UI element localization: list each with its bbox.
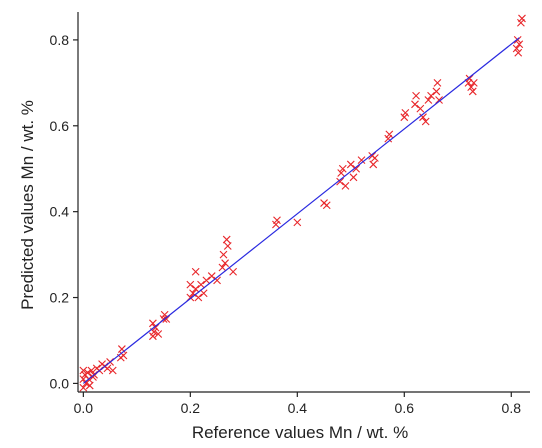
data-points (79, 14, 526, 392)
y-tick-label: 0.2 (50, 290, 70, 306)
data-point (512, 44, 521, 53)
x-tick-label: 0.0 (74, 400, 94, 416)
data-point (513, 36, 522, 44)
y-tick-label: 0.0 (50, 375, 70, 391)
data-point (369, 160, 378, 169)
data-point (162, 315, 171, 323)
data-point (419, 113, 427, 122)
data-point (401, 109, 410, 117)
fit-line (82, 37, 520, 384)
data-point (197, 280, 205, 289)
data-point (346, 160, 355, 169)
x-tick-label: 0.4 (288, 400, 308, 416)
data-point (469, 78, 478, 87)
data-point (412, 91, 420, 100)
y-tick-label: 0.4 (50, 204, 70, 220)
data-point (370, 154, 379, 162)
data-point (432, 87, 441, 96)
data-point (194, 293, 203, 302)
data-point (385, 130, 394, 139)
data-point (336, 177, 344, 186)
data-point (518, 14, 526, 23)
y-ticks: 0.0 0.2 0.4 0.6 0.8 (50, 32, 78, 391)
data-point (199, 289, 208, 298)
x-axis-title: Reference values Mn / wt. % (192, 423, 408, 442)
x-tick-label: 0.8 (502, 400, 522, 416)
data-point (219, 250, 228, 259)
data-point (189, 289, 197, 298)
data-point (467, 83, 476, 92)
data-point (221, 259, 229, 268)
data-point (468, 87, 477, 96)
data-point (148, 319, 157, 328)
data-point (424, 96, 433, 104)
data-point (83, 368, 92, 377)
data-point (87, 366, 96, 375)
data-point (421, 117, 430, 126)
data-point (82, 379, 90, 388)
data-point (349, 173, 358, 182)
data-point (357, 156, 366, 165)
data-point (213, 276, 221, 285)
data-point (411, 100, 419, 109)
data-point (322, 201, 331, 210)
data-point (191, 267, 200, 276)
data-point (85, 381, 94, 390)
data-point (207, 272, 216, 280)
data-point (338, 164, 347, 173)
data-point (337, 169, 346, 177)
data-point (229, 267, 238, 276)
data-point (151, 323, 160, 332)
data-point (79, 383, 88, 392)
x-ticks: 0.0 0.2 0.4 0.6 0.8 (74, 392, 522, 416)
x-tick-label: 0.2 (181, 400, 201, 416)
data-point (435, 96, 443, 104)
data-point (352, 164, 361, 173)
data-point (79, 366, 88, 375)
data-point (154, 330, 163, 338)
y-tick-label: 0.6 (50, 118, 70, 134)
y-axis-title: Predicted values Mn / wt. % (18, 100, 37, 310)
data-point (341, 182, 350, 190)
data-point (222, 235, 231, 244)
data-point (202, 276, 211, 285)
data-point (416, 104, 425, 113)
y-tick-label: 0.8 (50, 32, 70, 48)
data-point (218, 263, 227, 272)
data-point (515, 40, 524, 49)
data-point (273, 216, 281, 225)
data-point (223, 242, 232, 250)
data-point (293, 218, 302, 227)
x-tick-label: 0.6 (395, 400, 415, 416)
data-point (186, 280, 195, 289)
data-point (514, 48, 523, 57)
data-point (427, 91, 435, 100)
data-point (191, 285, 200, 293)
data-point (433, 78, 442, 87)
data-point (108, 366, 117, 375)
